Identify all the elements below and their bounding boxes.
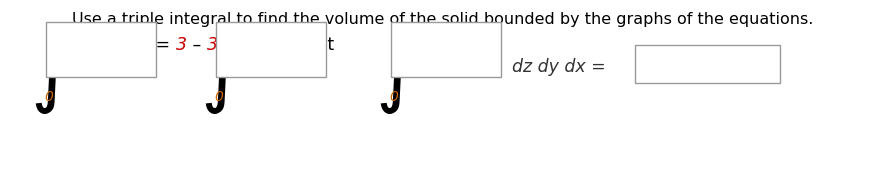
Text: 0: 0: [214, 90, 222, 104]
Text: 3x: 3x: [206, 36, 228, 54]
Text: $\int$: $\int$: [30, 34, 70, 116]
Text: $\int$: $\int$: [375, 34, 415, 116]
Text: ,: ,: [128, 36, 140, 54]
Text: , first octant: , first octant: [228, 36, 334, 54]
Text: =: =: [150, 36, 175, 54]
Text: $\int$: $\int$: [199, 34, 240, 116]
Bar: [46, 22, 156, 77]
Text: y: y: [140, 36, 150, 54]
Text: 2: 2: [120, 35, 128, 48]
Text: 0: 0: [44, 90, 53, 104]
Text: =: =: [74, 36, 99, 54]
Text: Use a triple integral to find the volume of the solid bounded by the graphs of t: Use a triple integral to find the volume…: [73, 12, 812, 27]
Text: z: z: [65, 36, 74, 54]
Bar: [391, 22, 501, 77]
Text: dz dy dx =: dz dy dx =: [511, 58, 605, 76]
Bar: [216, 22, 326, 77]
Text: 3: 3: [175, 36, 187, 54]
Text: 0: 0: [389, 90, 398, 104]
Text: –: –: [187, 36, 206, 54]
Bar: [634, 45, 779, 83]
Text: 3x: 3x: [99, 36, 120, 54]
